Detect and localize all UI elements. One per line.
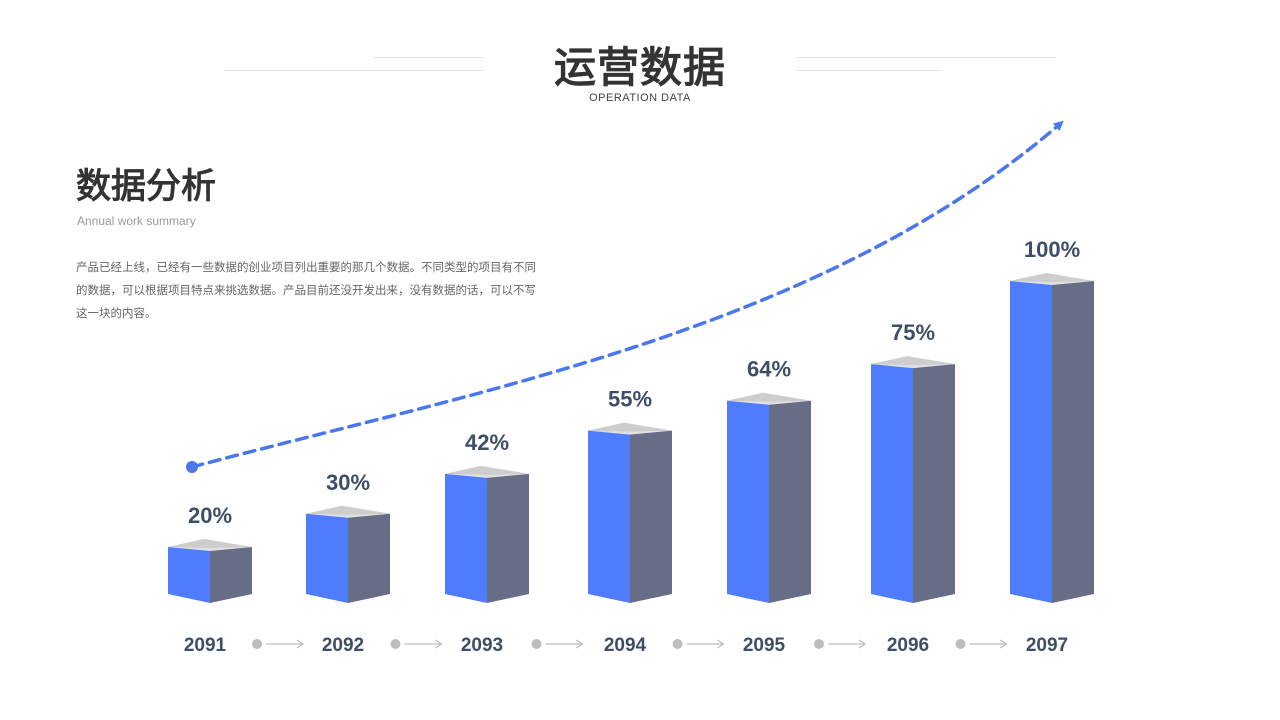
timeline-connector — [390, 639, 443, 649]
bar-front-face — [445, 473, 487, 603]
bar-side-face — [210, 547, 252, 603]
bar-front-face — [1010, 281, 1052, 603]
bar-top-shade — [168, 539, 252, 548]
page-subtitle: OPERATION DATA — [589, 92, 691, 104]
header-line-right-upper — [796, 57, 1056, 58]
bar-side-face — [348, 513, 390, 603]
connector-arrow-icon — [576, 639, 584, 649]
connector-dot — [672, 639, 683, 649]
bar-side-face — [630, 430, 672, 603]
timeline-connector — [955, 639, 1008, 649]
data-label-2097: 100% — [1024, 237, 1080, 262]
data-label-2091: 20% — [188, 503, 232, 528]
data-label-2095: 64% — [747, 357, 791, 382]
data-label-2094: 55% — [608, 387, 652, 412]
section-title: 数据分析 — [76, 167, 217, 207]
connector-arrow-icon — [435, 639, 443, 649]
connector-arrow-icon — [1000, 639, 1008, 649]
bar-2091 — [168, 539, 252, 603]
category-label-2096: 2096 — [887, 635, 929, 656]
bar-2092 — [306, 505, 390, 603]
page-title: 运营数据 — [553, 43, 726, 92]
bar-side-face — [913, 364, 955, 603]
bar-top-shade — [588, 422, 672, 432]
bar-front-face — [871, 364, 913, 603]
section-description: 产品已经上线，已经有一些数据的创业项目列出重要的那几个数据。不同类型的项目有不同… — [76, 260, 536, 320]
bar-top-shade — [1010, 273, 1094, 282]
timeline-connector — [531, 639, 584, 649]
connector-dot — [252, 639, 262, 649]
data-label-2096: 75% — [891, 320, 935, 345]
bar-2093 — [445, 465, 529, 603]
data-label-2093: 42% — [465, 430, 509, 455]
category-label-2095: 2095 — [743, 635, 786, 656]
connector-dot — [955, 639, 966, 649]
bar-front-face — [588, 430, 630, 603]
connector-arrow-icon — [858, 639, 867, 649]
category-label-2092: 2092 — [322, 635, 364, 656]
bar-side-face — [487, 473, 529, 603]
timeline-connector — [252, 639, 305, 649]
bar-front-face — [168, 547, 210, 603]
bar-side-face — [769, 400, 811, 603]
category-label-2093: 2093 — [461, 635, 503, 656]
header-line-left-upper — [374, 57, 484, 58]
bar-2097 — [1010, 273, 1094, 603]
bar-top-shade — [445, 465, 529, 475]
connector-dot — [531, 639, 542, 649]
header-line-right-lower — [796, 70, 942, 71]
category-label-2097: 2097 — [1026, 635, 1068, 656]
trend-arrow — [190, 120, 1064, 469]
connector-dot — [390, 639, 401, 649]
bar-top-shade — [306, 505, 390, 515]
bar-front-face — [306, 513, 348, 603]
connector-dot — [814, 639, 824, 649]
bar-2096 — [871, 356, 955, 603]
category-label-2091: 2091 — [184, 635, 227, 656]
category-label-2094: 2094 — [604, 635, 647, 656]
timeline-connector — [672, 639, 725, 649]
section-subtitle: Annual work summary — [77, 214, 196, 228]
connector-arrow-icon — [296, 639, 305, 649]
bar-top-shade — [727, 392, 811, 402]
bar-top-shade — [871, 356, 955, 366]
timeline-connector — [814, 639, 867, 649]
data-label-2092: 30% — [326, 470, 370, 495]
bar-front-face — [727, 400, 769, 603]
bar-2094 — [588, 422, 672, 603]
bar-side-face — [1052, 281, 1094, 603]
bar-2095 — [727, 392, 811, 603]
connector-arrow-icon — [717, 639, 725, 649]
header-line-left-lower — [224, 70, 484, 71]
